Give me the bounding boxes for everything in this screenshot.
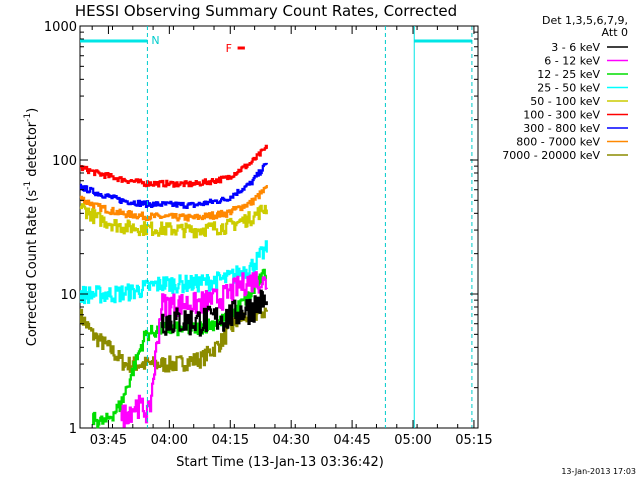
series-line [161, 289, 268, 337]
x-tick-label: 03:45 [90, 433, 127, 448]
y-axis-label: Corrected Count Rate (s-1 detector-1) [23, 108, 40, 346]
x-tick-label: 04:30 [272, 433, 309, 448]
y-tick-label: 1000 [44, 20, 77, 35]
night-marker-label: N [151, 34, 159, 47]
series-line [79, 304, 268, 373]
series-layer [79, 144, 268, 429]
legend-label: 50 - 100 keV [530, 95, 600, 108]
legend-label: 3 - 6 keV [551, 41, 600, 54]
legend-header-line2: Att 0 [602, 26, 628, 39]
chart-title: HESSI Observing Summary Count Rates, Cor… [75, 2, 457, 20]
y-axis-label-part: ) [25, 108, 40, 113]
series-line [79, 144, 268, 188]
flare-marker-label: F [226, 42, 232, 55]
legend-label: 100 - 300 keV [523, 109, 600, 122]
x-tick-label: 04:15 [212, 433, 249, 448]
series-line [79, 203, 268, 239]
series-line [92, 268, 267, 429]
series-line [79, 162, 268, 209]
x-tick-label: 05:15 [455, 433, 492, 448]
legend-header-line1: Det 1,3,5,6,7,9, [542, 14, 628, 27]
y-axis-label-sup: -1 [23, 113, 33, 122]
y-axis-label-part: detector [25, 121, 40, 181]
x-axis-label: Start Time (13-Jan-13 03:36:42) [176, 455, 384, 470]
y-axis-label-part: Corrected Count Rate (s [25, 190, 40, 347]
axis-frame [79, 25, 479, 429]
x-tick-label: 05:00 [394, 433, 431, 448]
series-line [120, 271, 268, 428]
footer-date: 13-Jan-2013 17:03 [561, 467, 636, 476]
legend-label: 7000 - 20000 keV [502, 149, 600, 162]
legend-label: 800 - 7000 keV [516, 136, 600, 149]
legend-label: 6 - 12 keV [544, 55, 600, 68]
y-tick-label: 100 [52, 154, 77, 169]
legend-label: 25 - 50 keV [537, 82, 600, 95]
series-line [79, 240, 268, 305]
legend-label: 12 - 25 keV [537, 68, 600, 81]
series-line [79, 185, 268, 222]
legend-label: 300 - 800 keV [523, 122, 600, 135]
x-tick-label: 04:00 [151, 433, 188, 448]
y-tick-label: 10 [60, 288, 77, 303]
y-axis-label-sup: -1 [23, 181, 33, 190]
annotation-layer: NF [80, 26, 473, 428]
y-tick-label: 1 [69, 422, 77, 437]
y-axis-ticks: 1 10 100 1000 [44, 20, 478, 437]
x-axis-ticks: 03:45 04:00 04:15 04:30 04:45 05:00 05:15 [90, 26, 493, 448]
plot-area: NF 03:45 04:00 04:15 04:30 04:45 05:00 05:15 1… [44, 20, 493, 448]
x-tick-label: 04:45 [333, 433, 370, 448]
